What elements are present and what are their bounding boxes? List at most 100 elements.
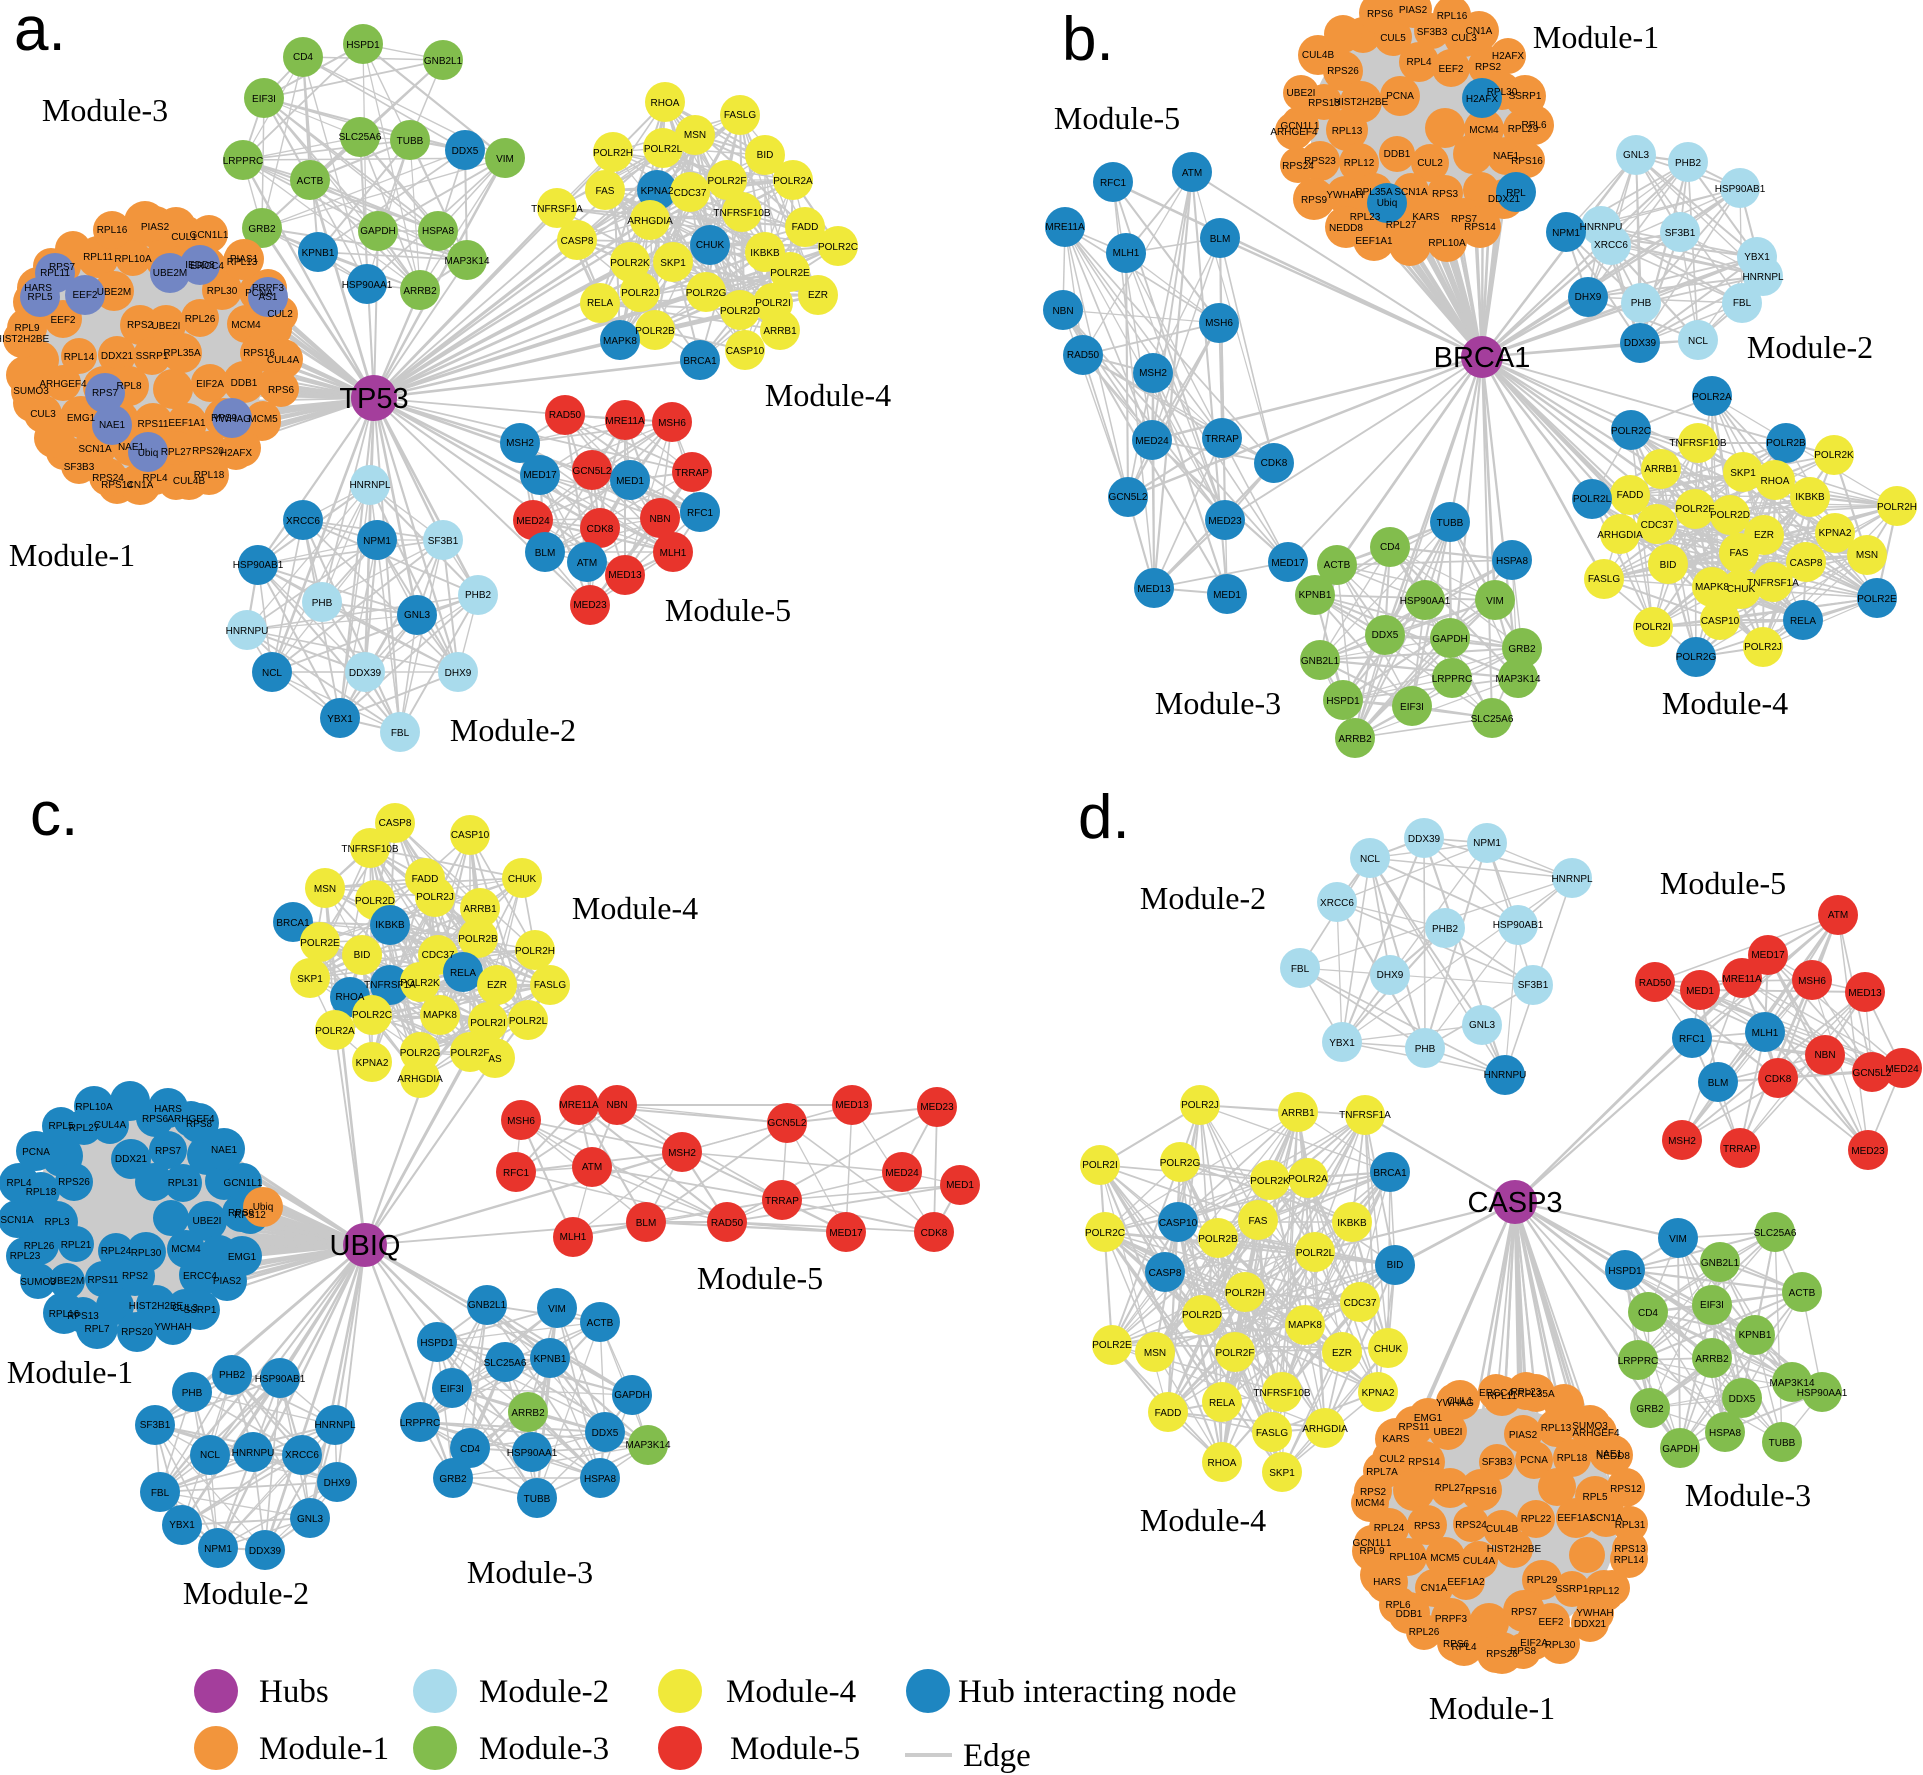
svg-text:RPL4: RPL4 (6, 1178, 31, 1189)
svg-text:RPS8: RPS8 (186, 1119, 213, 1130)
svg-text:MED1: MED1 (946, 1180, 974, 1191)
svg-text:PHB: PHB (1631, 298, 1652, 309)
svg-text:MSN: MSN (1144, 1348, 1166, 1359)
svg-text:POLR2F: POLR2F (1216, 1348, 1255, 1359)
svg-text:SKP1: SKP1 (1269, 1468, 1295, 1479)
svg-text:MLH1: MLH1 (560, 1232, 587, 1243)
svg-text:HSP90AA1: HSP90AA1 (1797, 1388, 1848, 1399)
svg-text:RPL26: RPL26 (1409, 1627, 1440, 1638)
svg-text:RPS2: RPS2 (127, 320, 154, 331)
svg-text:RPL14: RPL14 (64, 352, 95, 363)
svg-text:MAP3K14: MAP3K14 (1769, 1378, 1814, 1389)
svg-text:EEF1A1: EEF1A1 (1557, 1513, 1595, 1524)
svg-text:Module-1: Module-1 (9, 537, 135, 573)
svg-text:CN1A: CN1A (1466, 26, 1493, 37)
svg-text:DDX5: DDX5 (452, 146, 479, 157)
svg-text:CHUK: CHUK (1727, 584, 1756, 595)
svg-text:HNRNPL: HNRNPL (314, 1420, 356, 1431)
svg-text:Module-5: Module-5 (730, 1731, 860, 1767)
svg-text:POLR2K: POLR2K (610, 258, 650, 269)
svg-text:GCN1L1: GCN1L1 (190, 230, 229, 241)
svg-text:RPS26: RPS26 (58, 1177, 90, 1188)
svg-text:ACTB: ACTB (1789, 1288, 1816, 1299)
svg-text:NPM1: NPM1 (204, 1544, 232, 1555)
svg-text:CHUK: CHUK (696, 240, 725, 251)
svg-text:HSPD1: HSPD1 (1326, 696, 1360, 707)
svg-text:CASP8: CASP8 (1149, 1268, 1182, 1279)
svg-text:POLR2H: POLR2H (1225, 1288, 1265, 1299)
svg-text:POLR2E: POLR2E (300, 938, 340, 949)
svg-text:RPL18: RPL18 (26, 1187, 57, 1198)
svg-text:ARRB2: ARRB2 (403, 286, 437, 297)
svg-text:H2AFX: H2AFX (1492, 51, 1525, 62)
svg-text:SUMO3: SUMO3 (13, 386, 49, 397)
svg-text:Module-2: Module-2 (1747, 329, 1873, 365)
svg-text:UBE2M: UBE2M (50, 1276, 84, 1287)
svg-text:GRB2: GRB2 (1508, 644, 1536, 655)
svg-text:CDK8: CDK8 (1765, 1074, 1792, 1085)
svg-text:HARS: HARS (24, 283, 52, 294)
svg-text:GNL3: GNL3 (1469, 1020, 1496, 1031)
svg-text:Module-4: Module-4 (1662, 685, 1788, 721)
svg-text:RPS7: RPS7 (1511, 1607, 1538, 1618)
svg-text:ATM: ATM (1828, 910, 1848, 921)
svg-text:PIAS2: PIAS2 (141, 222, 170, 233)
svg-text:DDB1: DDB1 (231, 378, 258, 389)
svg-text:GCN1L1: GCN1L1 (1353, 1538, 1392, 1549)
svg-text:RPL5: RPL5 (1582, 1492, 1607, 1503)
svg-text:PHB2: PHB2 (465, 590, 492, 601)
svg-text:ARHGDIA: ARHGDIA (1302, 1424, 1348, 1435)
svg-text:GAPDH: GAPDH (1432, 634, 1468, 645)
svg-text:VIM: VIM (496, 154, 514, 165)
svg-text:UBE2M: UBE2M (153, 268, 187, 279)
svg-text:ACTB: ACTB (587, 1318, 614, 1329)
svg-text:VIM: VIM (1669, 1234, 1687, 1245)
svg-text:CD4: CD4 (460, 1444, 480, 1455)
svg-text:CASP10: CASP10 (1159, 1218, 1198, 1229)
svg-text:XRCC6: XRCC6 (286, 516, 320, 527)
svg-text:DHX9: DHX9 (1377, 970, 1404, 981)
svg-text:UBE2I: UBE2I (1434, 1427, 1463, 1438)
svg-text:SCN1A: SCN1A (1589, 1513, 1623, 1524)
svg-text:Module-3: Module-3 (42, 92, 168, 128)
svg-text:MED23: MED23 (1851, 1146, 1885, 1157)
svg-text:RPL35A: RPL35A (1355, 187, 1393, 198)
svg-text:MCM5: MCM5 (248, 414, 278, 425)
svg-text:RPL27: RPL27 (1435, 1483, 1466, 1494)
svg-text:RPL4: RPL4 (1451, 1642, 1476, 1653)
svg-text:ARHGEF4: ARHGEF4 (1270, 127, 1318, 138)
svg-text:RPS3: RPS3 (1432, 189, 1459, 200)
svg-text:EEF2: EEF2 (1538, 1617, 1563, 1628)
svg-text:MAPK8: MAPK8 (1288, 1320, 1322, 1331)
svg-text:RELA: RELA (1209, 1398, 1235, 1409)
svg-text:POLR2E: POLR2E (770, 268, 810, 279)
svg-text:MAP3K14: MAP3K14 (1495, 674, 1540, 685)
svg-text:Module-4: Module-4 (1140, 1502, 1266, 1538)
svg-text:NBN: NBN (1814, 1050, 1835, 1061)
svg-text:NCL: NCL (1360, 854, 1380, 865)
svg-text:MSH6: MSH6 (1205, 318, 1233, 329)
svg-text:HSP90AB1: HSP90AB1 (233, 560, 284, 571)
svg-text:RPL24: RPL24 (101, 1246, 132, 1257)
svg-text:GAPDH: GAPDH (360, 226, 396, 237)
svg-text:TP53: TP53 (339, 383, 408, 415)
svg-text:POLR2I: POLR2I (755, 298, 791, 309)
svg-text:RFC1: RFC1 (1100, 178, 1127, 189)
svg-text:Module-4: Module-4 (572, 890, 698, 926)
svg-text:RPS2: RPS2 (1360, 1487, 1387, 1498)
svg-text:CUL2: CUL2 (1417, 158, 1443, 169)
svg-text:KARS: KARS (1382, 1434, 1410, 1445)
svg-text:SSRP1: SSRP1 (1556, 1584, 1589, 1595)
svg-text:FAS: FAS (1730, 548, 1749, 559)
svg-text:RPL10A: RPL10A (1389, 1552, 1427, 1563)
svg-text:SKP1: SKP1 (1730, 468, 1756, 479)
svg-text:HSP90AA1: HSP90AA1 (507, 1448, 558, 1459)
svg-text:SUMO3: SUMO3 (20, 1277, 56, 1288)
svg-text:SF3B3: SF3B3 (1482, 1457, 1513, 1468)
svg-text:POLR2I: POLR2I (470, 1018, 506, 1029)
svg-text:TNFRSF10B: TNFRSF10B (1253, 1388, 1311, 1399)
svg-text:NAE1: NAE1 (118, 442, 145, 453)
svg-text:ARRB1: ARRB1 (763, 326, 797, 337)
svg-text:GCN5L2: GCN5L2 (1109, 492, 1148, 503)
svg-text:MLH1: MLH1 (1113, 248, 1140, 259)
